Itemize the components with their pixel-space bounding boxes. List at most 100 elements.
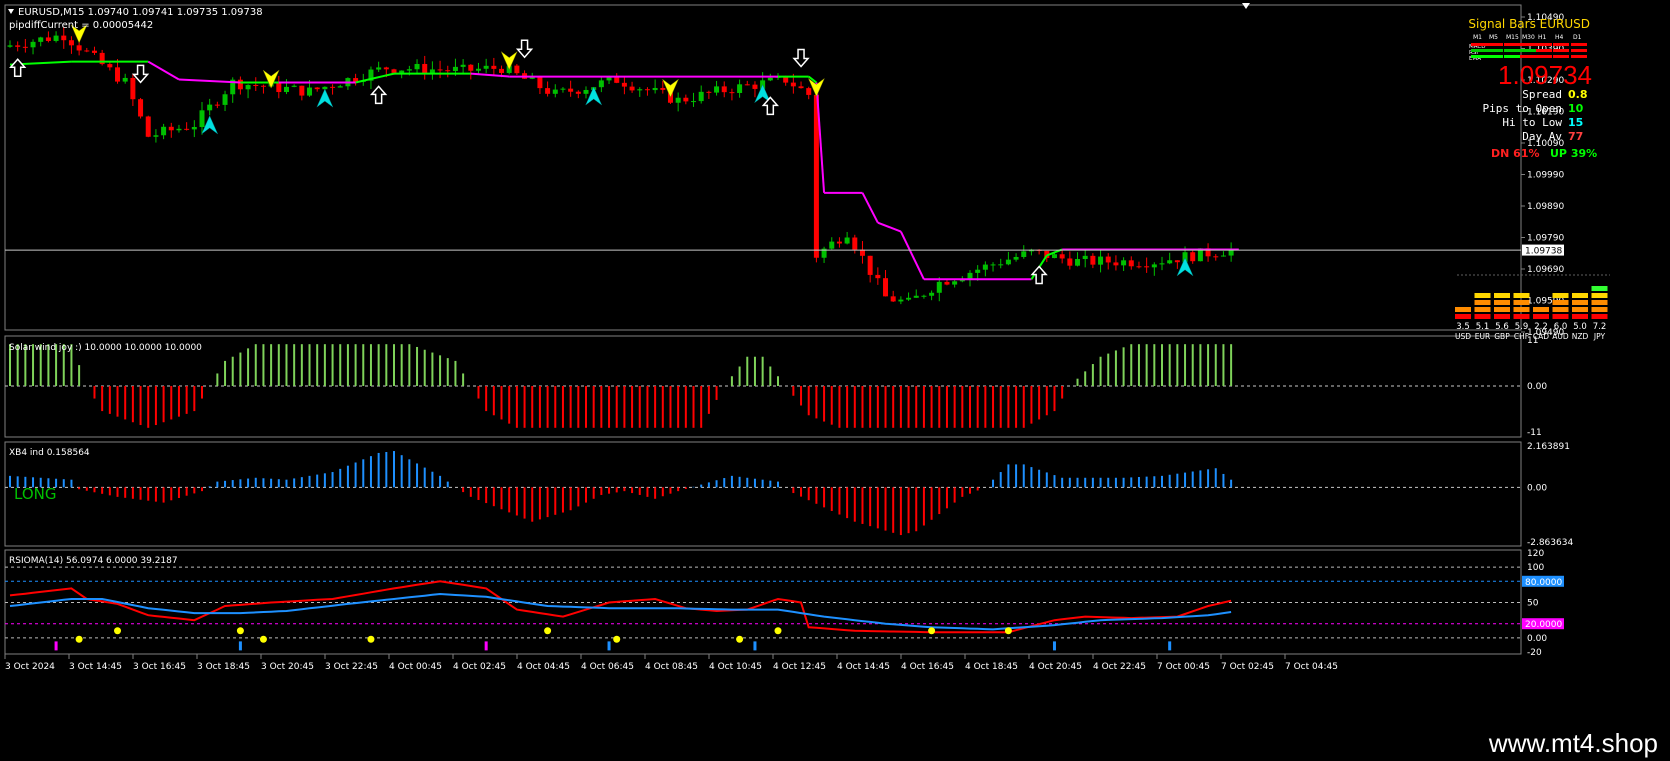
strength-block	[1591, 314, 1608, 319]
strength-block	[1552, 307, 1569, 312]
timeframe-label: M1	[1473, 34, 1482, 41]
candle-body	[15, 45, 21, 47]
currency-label: NZD	[1572, 332, 1589, 341]
signal-tick	[54, 641, 58, 651]
strength-block	[1552, 300, 1569, 305]
trend-segment	[147, 60, 180, 81]
currency-label: USD	[1455, 332, 1471, 341]
candle-body	[859, 249, 865, 256]
candle-body	[107, 64, 113, 68]
candle-body	[1220, 255, 1226, 257]
signal-dot	[774, 627, 782, 635]
candle-body	[844, 237, 850, 244]
y-tick-label: 1.09890	[1527, 202, 1564, 212]
candle-body	[867, 255, 873, 275]
candle-body	[1005, 259, 1011, 265]
signal-arrow-layer	[9, 24, 1194, 285]
candle-body	[714, 86, 720, 93]
candle-body	[1090, 255, 1096, 265]
candle-body	[898, 299, 904, 302]
sell-arrow-icon	[792, 48, 810, 68]
signal-tick	[484, 641, 488, 651]
trend-segment	[899, 231, 925, 280]
trend-segment	[470, 72, 510, 78]
y-tick-label: 1.10290	[1527, 76, 1564, 86]
x-tick-label: 4 Oct 12:45	[773, 662, 826, 672]
candle-body	[299, 85, 305, 96]
buy-signal-icon	[201, 115, 219, 135]
buy-arrow-icon	[369, 85, 388, 105]
sell-signal-icon	[500, 50, 518, 71]
candle-body	[161, 126, 167, 136]
candle-body	[906, 297, 912, 300]
signal-cell	[1520, 49, 1536, 52]
rsioma-lines	[5, 566, 1521, 651]
xb4-label: XB4 ind 0.158564	[9, 448, 90, 458]
current-price-tag	[1522, 244, 1564, 256]
strength-value: 5.6	[1495, 322, 1509, 332]
strength-block	[1513, 300, 1530, 305]
signal-cell	[1536, 55, 1552, 58]
buy-arrow-icon	[761, 96, 779, 116]
candle-body	[1151, 264, 1157, 268]
candle-body	[921, 295, 927, 297]
stat-value: 15	[1568, 116, 1583, 129]
y-tick-label: 2.163891	[1527, 442, 1570, 452]
timeframe-label: H1	[1538, 34, 1547, 41]
candle-body	[222, 94, 228, 105]
strength-value: 5.0	[1573, 322, 1587, 332]
candle-body	[391, 69, 397, 73]
x-tick-label: 4 Oct 16:45	[901, 662, 954, 672]
time-axis-labels: 3 Oct 2024 3 Oct 14:45 3 Oct 16:45 3 Oct 18…	[4, 654, 1338, 672]
candle-body	[783, 76, 789, 83]
x-tick-label: 3 Oct 2024	[5, 662, 55, 672]
candle-body	[583, 89, 589, 94]
candle-body	[767, 77, 773, 81]
x-tick-label: 7 Oct 04:45	[1285, 662, 1338, 672]
x-tick-label: 4 Oct 00:45	[389, 662, 442, 672]
stat-value: 77	[1568, 130, 1583, 143]
strength-block	[1552, 314, 1569, 319]
x-tick-label: 4 Oct 04:45	[517, 662, 570, 672]
signal-cell	[1504, 55, 1520, 58]
candle-body	[99, 52, 105, 65]
y-tick-label: 120	[1527, 549, 1544, 559]
candle-body	[468, 64, 474, 71]
strength-block	[1533, 314, 1549, 319]
candle-body	[1051, 254, 1057, 259]
strength-block	[1474, 307, 1491, 312]
buy-arrow-icon	[9, 58, 27, 78]
candle-body	[644, 89, 650, 91]
shift-marker-icon[interactable]	[1242, 3, 1250, 9]
signal-cell	[1536, 49, 1552, 52]
signal-dot	[1004, 627, 1012, 635]
candle-body	[1174, 260, 1180, 263]
currency-label: AUD	[1552, 332, 1569, 341]
solar-wind-bars	[5, 344, 1521, 428]
x-tick-label: 3 Oct 16:45	[133, 662, 186, 672]
strength-block	[1572, 314, 1588, 319]
trend-line-layer	[9, 60, 1239, 281]
up-percent: UP 39%	[1550, 147, 1597, 160]
strength-block	[1533, 307, 1549, 312]
candle-body	[967, 272, 973, 280]
candle-body	[45, 37, 51, 41]
strength-value: 6.0	[1554, 322, 1568, 332]
candle-body	[1159, 263, 1165, 265]
strength-block	[1494, 300, 1510, 305]
strength-block	[1552, 293, 1569, 298]
trend-segment	[355, 72, 395, 84]
y-tick-label: 1.09990	[1527, 171, 1564, 181]
candle-body	[721, 86, 727, 93]
candle-body	[138, 99, 144, 117]
candle-body	[184, 128, 190, 130]
signal-stats: Spread 0.8 Pips to Open 10 Hi to Low 15 Day Av…	[1483, 88, 1588, 143]
currency-label: CAD	[1533, 332, 1549, 341]
x-tick-label: 4 Oct 14:45	[837, 662, 890, 672]
strength-block	[1455, 314, 1471, 319]
strength-block	[1474, 293, 1491, 298]
symbol-menu-icon[interactable]	[8, 9, 14, 14]
signal-cell	[1471, 43, 1487, 46]
sell-signal-icon	[807, 77, 826, 98]
